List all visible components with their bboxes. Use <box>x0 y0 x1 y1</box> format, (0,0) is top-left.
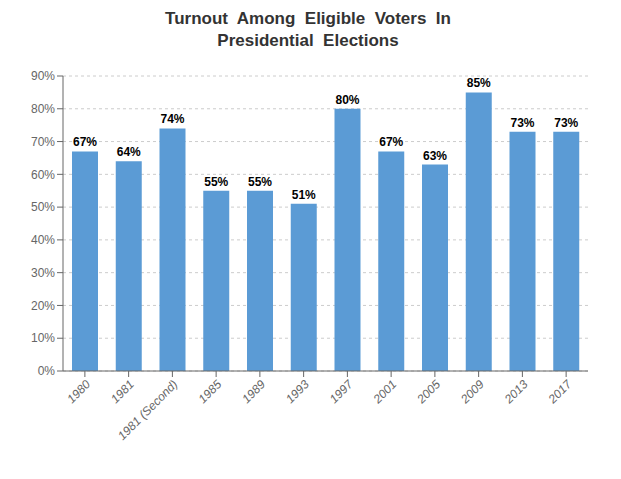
svg-text:1980: 1980 <box>64 377 93 406</box>
svg-text:1997: 1997 <box>327 376 357 406</box>
svg-text:67%: 67% <box>379 135 403 149</box>
svg-text:1981: 1981 <box>108 377 137 406</box>
svg-text:50%: 50% <box>31 200 55 214</box>
svg-text:64%: 64% <box>117 145 141 159</box>
svg-text:80%: 80% <box>335 93 359 107</box>
svg-text:55%: 55% <box>204 175 228 189</box>
svg-text:20%: 20% <box>31 299 55 313</box>
svg-text:2001: 2001 <box>370 377 399 406</box>
svg-text:73%: 73% <box>554 116 578 130</box>
svg-text:85%: 85% <box>467 76 491 90</box>
svg-text:40%: 40% <box>31 233 55 247</box>
svg-text:1989: 1989 <box>239 377 268 406</box>
svg-text:51%: 51% <box>292 188 316 202</box>
svg-text:67%: 67% <box>73 135 97 149</box>
svg-text:74%: 74% <box>160 112 184 126</box>
svg-text:90%: 90% <box>31 69 55 83</box>
svg-text:0%: 0% <box>38 364 56 378</box>
svg-text:70%: 70% <box>31 135 55 149</box>
svg-text:2009: 2009 <box>457 377 487 407</box>
svg-text:2013: 2013 <box>501 377 531 407</box>
svg-text:30%: 30% <box>31 266 55 280</box>
svg-text:80%: 80% <box>31 102 55 116</box>
html-text:Turnout Among Eligible Voters: Turnout Among Eligible Voters In <box>165 9 451 28</box>
svg-text:1985: 1985 <box>195 377 224 406</box>
svg-text:2005: 2005 <box>414 377 444 407</box>
svg-text:73%: 73% <box>510 116 534 130</box>
svg-text:2017: 2017 <box>545 376 575 406</box>
svg-text:10%: 10% <box>31 331 55 345</box>
svg-text:1981 (Second): 1981 (Second) <box>115 377 181 443</box>
html-text:Presidential Elections: Presidential Elections <box>217 31 399 50</box>
svg-text:1993: 1993 <box>283 377 312 406</box>
svg-text:55%: 55% <box>248 175 272 189</box>
svg-text:60%: 60% <box>31 168 55 182</box>
svg-text:63%: 63% <box>423 149 447 163</box>
